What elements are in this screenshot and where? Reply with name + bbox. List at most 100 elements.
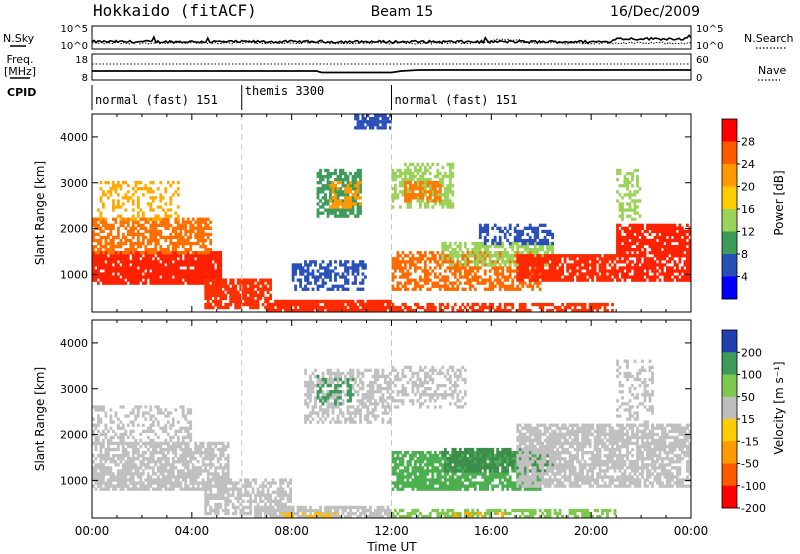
heatmap-cell: [169, 272, 173, 276]
heatmap-cell: [426, 168, 430, 173]
heatmap-cell: [324, 299, 327, 304]
heatmap-cell: [433, 199, 437, 203]
heatmap-cell: [136, 187, 140, 191]
heatmap-cell: [209, 260, 213, 264]
heatmap-cell: [224, 278, 228, 282]
heatmap-cell: [676, 245, 679, 249]
heatmap-cell: [663, 272, 667, 276]
heatmap-cell: [109, 438, 113, 443]
heatmap-cell: [154, 217, 158, 221]
heatmap-cell: [623, 260, 627, 264]
heatmap-cell: [159, 248, 163, 252]
heatmap-cell: [376, 299, 380, 304]
heatmap-cell: [266, 281, 270, 285]
heatmap-cell: [99, 447, 103, 452]
heatmap-cell: [423, 168, 427, 173]
heatmap-cell: [117, 278, 120, 282]
heatmap-cell: [206, 481, 210, 485]
heatmap-cell: [421, 171, 425, 176]
heatmap-cell: [471, 254, 475, 258]
heatmap-cell: [456, 309, 460, 313]
heatmap-cell: [468, 278, 472, 282]
heatmap-cell: [114, 281, 118, 285]
heatmap-cell: [468, 266, 472, 270]
heatmap-cell: [341, 275, 345, 279]
heatmap-cell: [681, 266, 684, 270]
heatmap-cell: [124, 241, 128, 246]
heatmap-cell: [131, 223, 135, 227]
heatmap-cell: [144, 248, 148, 252]
heatmap-cell: [458, 269, 462, 273]
heatmap-cell: [226, 487, 230, 491]
heatmap-cell: [341, 202, 345, 206]
heatmap-cell: [129, 429, 133, 433]
heatmap-cell: [126, 487, 130, 491]
heatmap-cell: [421, 187, 425, 191]
heatmap-cell: [406, 196, 410, 200]
heatmap-cell: [184, 275, 188, 279]
heatmap-cell: [179, 405, 183, 409]
heatmap-cell: [214, 257, 218, 261]
heatmap-cell: [663, 263, 667, 267]
heatmap-cell: [131, 217, 135, 221]
heatmap-cell: [159, 441, 163, 446]
heatmap-cell: [339, 284, 342, 288]
heatmap-cell: [219, 272, 223, 276]
heatmap-cell: [201, 260, 205, 264]
heatmap-cell: [496, 305, 500, 310]
heatmap-cell: [159, 487, 163, 491]
heatmap-cell: [406, 281, 410, 285]
heatmap-cell: [573, 309, 577, 313]
heatmap-cell: [443, 287, 447, 291]
heatmap-cell: [99, 463, 103, 467]
heatmap-cell: [359, 174, 362, 179]
heatmap-cell: [543, 257, 547, 261]
heatmap-cell: [204, 463, 208, 467]
heatmap-cell: [291, 299, 295, 304]
heatmap-cell: [516, 309, 520, 313]
heatmap-cell: [476, 260, 480, 264]
heatmap-cell: [186, 269, 190, 273]
heatmap-cell: [99, 199, 103, 203]
heatmap-cell: [661, 235, 664, 240]
heatmap-cell: [603, 272, 607, 276]
heatmap-cell: [496, 281, 500, 285]
heatmap-cell: [523, 269, 527, 273]
heatmap-cell: [364, 117, 367, 121]
heatmap-cell: [391, 193, 395, 197]
heatmap-cell: [531, 241, 535, 246]
heatmap-cell: [141, 484, 145, 488]
heatmap-cell: [179, 272, 183, 276]
heatmap-cell: [576, 260, 579, 264]
heatmap-cell: [404, 302, 407, 307]
heatmap-cell: [169, 475, 173, 479]
heatmap-cell: [558, 260, 562, 264]
heatmap-cell: [414, 281, 417, 285]
heatmap-cell: [384, 117, 387, 121]
heatmap-cell: [446, 202, 450, 206]
heatmap-cell: [543, 235, 547, 240]
heatmap-cell: [468, 272, 472, 276]
heatmap-cell: [483, 245, 487, 249]
heatmap-cell: [224, 466, 228, 470]
heatmap-cell: [616, 238, 619, 243]
heatmap-cell: [141, 251, 145, 255]
heatmap-cell: [131, 235, 135, 240]
heatmap-cell: [518, 281, 522, 285]
heatmap-cell: [117, 478, 120, 482]
heatmap-cell: [136, 411, 140, 415]
heatmap-cell: [194, 441, 198, 446]
heatmap-cell: [441, 251, 445, 255]
heatmap-cell: [401, 171, 405, 176]
heatmap-cell: [196, 229, 200, 234]
heatmap-cell: [351, 178, 355, 182]
heatmap-cell: [156, 223, 160, 227]
heatmap-cell: [543, 223, 547, 227]
heatmap-cell: [151, 414, 155, 418]
heatmap-cell: [576, 275, 579, 279]
heatmap-cell: [443, 193, 447, 197]
heatmap-cell: [518, 309, 522, 313]
heatmap-cell: [214, 481, 218, 485]
heatmap-cell: [613, 272, 617, 276]
heatmap-cell: [631, 241, 634, 246]
